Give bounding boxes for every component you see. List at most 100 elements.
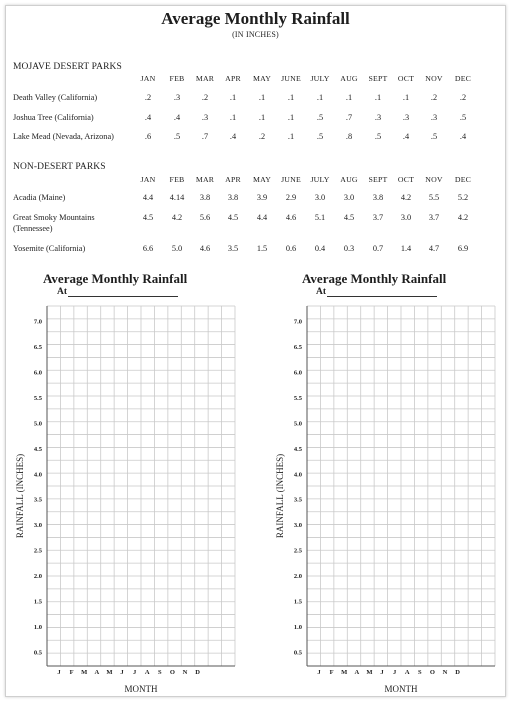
table-cell: .1 <box>229 93 237 102</box>
nondesert-row-name: Acadia (Maine) <box>13 193 66 202</box>
chart-right-at-label: At <box>316 287 327 297</box>
chart-left-x-tick-label: A <box>145 669 150 676</box>
chart-left-at: At <box>57 287 179 297</box>
chart-right-y-axis-label: RAINFALL (INCHES) <box>275 454 285 538</box>
table-cell: .3 <box>374 113 382 122</box>
table-cell: .5 <box>430 132 438 141</box>
chart-left-x-tick-label: D <box>195 669 200 676</box>
chart-right-title: Average Monthly Rainfall <box>302 271 447 286</box>
table-cell: 6.9 <box>457 244 469 253</box>
chart-right-y-tick-label: 3.0 <box>294 522 302 529</box>
chart-right-x-tick-label: N <box>443 669 448 676</box>
table-cell: 3.0 <box>400 213 412 222</box>
table-cell: 3.0 <box>314 193 326 202</box>
mojave-row-name: Joshua Tree (California) <box>13 113 94 122</box>
chart-right-y-tick-label: 4.5 <box>294 446 303 453</box>
table-cell: .4 <box>173 113 181 122</box>
chart-right-x-tick-label: J <box>393 669 397 676</box>
mojave-heading: MOJAVE DESERT PARKS <box>13 62 122 72</box>
chart-right-y-tick-label: 3.5 <box>294 497 303 504</box>
table-cell: 0.4 <box>314 244 326 253</box>
chart-left-y-tick-label: 6.0 <box>34 369 42 376</box>
table-cell: .1 <box>287 113 295 122</box>
month-header-jan: JAN <box>140 74 156 83</box>
month-header-feb: FEB <box>169 175 185 184</box>
month-header-dec: DEC <box>454 175 472 184</box>
table-cell: .2 <box>144 93 152 102</box>
chart-right-y-tick-label: 2.0 <box>294 573 302 580</box>
month-header-nov: NOV <box>425 74 443 83</box>
table-cell: 4.4 <box>142 193 154 202</box>
chart-left-y-tick-label: 4.0 <box>34 471 42 478</box>
chart-left-x-tick-label: S <box>158 669 162 676</box>
chart-right-x-tick-label: M <box>366 669 372 676</box>
chart-left-x-tick-label: F <box>70 669 74 676</box>
table-cell: 1.5 <box>256 244 268 253</box>
chart-right-at: At <box>316 287 438 297</box>
month-header-jan: JAN <box>140 175 156 184</box>
mojave-row-name: Death Valley (California) <box>13 93 98 102</box>
table-cell: 4.5 <box>142 213 154 222</box>
chart-left-at-blank[interactable] <box>68 287 179 297</box>
chart-left-y-tick-label: 2.0 <box>34 573 42 580</box>
chart-right-y-tick-label: 4.0 <box>294 471 302 478</box>
chart-right-at-blank[interactable] <box>327 287 438 297</box>
table-cell: .2 <box>459 93 467 102</box>
month-header-apr: APR <box>225 175 241 184</box>
chart-right-y-tick-label: 5.5 <box>294 395 303 402</box>
nondesert-row-name-continued: (Tennessee) <box>13 224 53 233</box>
table-cell: .4 <box>459 132 467 141</box>
table-cell: 2.9 <box>285 193 297 202</box>
table-cell: 3.8 <box>199 193 211 202</box>
month-header-apr: APR <box>225 74 241 83</box>
chart-left-x-tick-label: J <box>120 669 124 676</box>
chart-left-y-tick-label: 3.5 <box>34 497 43 504</box>
chart-left-x-tick-label: M <box>81 669 87 676</box>
chart-right-x-tick-label: F <box>330 669 334 676</box>
table-cell: 5.6 <box>199 213 211 222</box>
table-cell: 3.8 <box>372 193 384 202</box>
table-cell: 3.8 <box>227 193 239 202</box>
table-cell: .1 <box>402 93 410 102</box>
blank-graph-grids: 0.5 1.0 1.5 2.0 2.5 3.0 3.5 4.0 4.5 5.0 5.5 6.0 6.5 7… <box>15 305 496 694</box>
chart-left-y-tick-label: 5.5 <box>34 395 43 402</box>
page-title: Average Monthly Rainfall <box>161 9 350 28</box>
month-header-oct: OCT <box>397 175 415 184</box>
chart-left-y-tick-label: 6.5 <box>34 344 43 351</box>
month-header-oct: OCT <box>397 74 415 83</box>
table-cell: 4.2 <box>171 213 183 222</box>
chart-right-x-tick-label: M <box>341 669 347 676</box>
month-header-mar: MAR <box>195 175 215 184</box>
table-cell: .7 <box>345 113 353 122</box>
month-header-july: JULY <box>310 175 330 184</box>
chart-right-y-tick-label: 1.5 <box>294 599 303 606</box>
table-cell: .1 <box>316 93 324 102</box>
table-cell: .5 <box>316 132 324 141</box>
table-cell: 4.5 <box>227 213 239 222</box>
chart-left-x-tick-label: M <box>106 669 112 676</box>
table-cell: .4 <box>144 113 152 122</box>
chart-right-y-tick-label: 0.5 <box>294 650 303 657</box>
table-cell: .2 <box>201 93 209 102</box>
chart-left-y-tick-label: 0.5 <box>34 650 43 657</box>
table-cell: 4.4 <box>256 213 268 222</box>
table-cell: 4.6 <box>199 244 211 253</box>
table-cell: 3.5 <box>227 244 239 253</box>
worksheet-page: Average Monthly Rainfall (IN INCHES) MOJ… <box>5 5 506 697</box>
table-cell: 5.0 <box>171 244 183 253</box>
table-cell: .3 <box>173 93 181 102</box>
table-cell: 3.9 <box>256 193 268 202</box>
chart-right-x-tick-label: A <box>405 669 410 676</box>
chart-left-x-tick-label: J <box>57 669 61 676</box>
table-cell: 1.4 <box>400 244 412 253</box>
chart-right-y-tick-label: 6.5 <box>294 344 303 351</box>
table-cell: .1 <box>287 93 295 102</box>
chart-left-y-tick-label: 4.5 <box>34 446 43 453</box>
table-cell: 3.0 <box>343 193 355 202</box>
table-cell: .5 <box>316 113 324 122</box>
table-cell: .3 <box>201 113 209 122</box>
chart-right-x-tick-label: S <box>418 669 422 676</box>
table-cell: 3.7 <box>372 213 384 222</box>
table-cell: 4.2 <box>457 213 469 222</box>
month-header-mar: MAR <box>195 74 215 83</box>
